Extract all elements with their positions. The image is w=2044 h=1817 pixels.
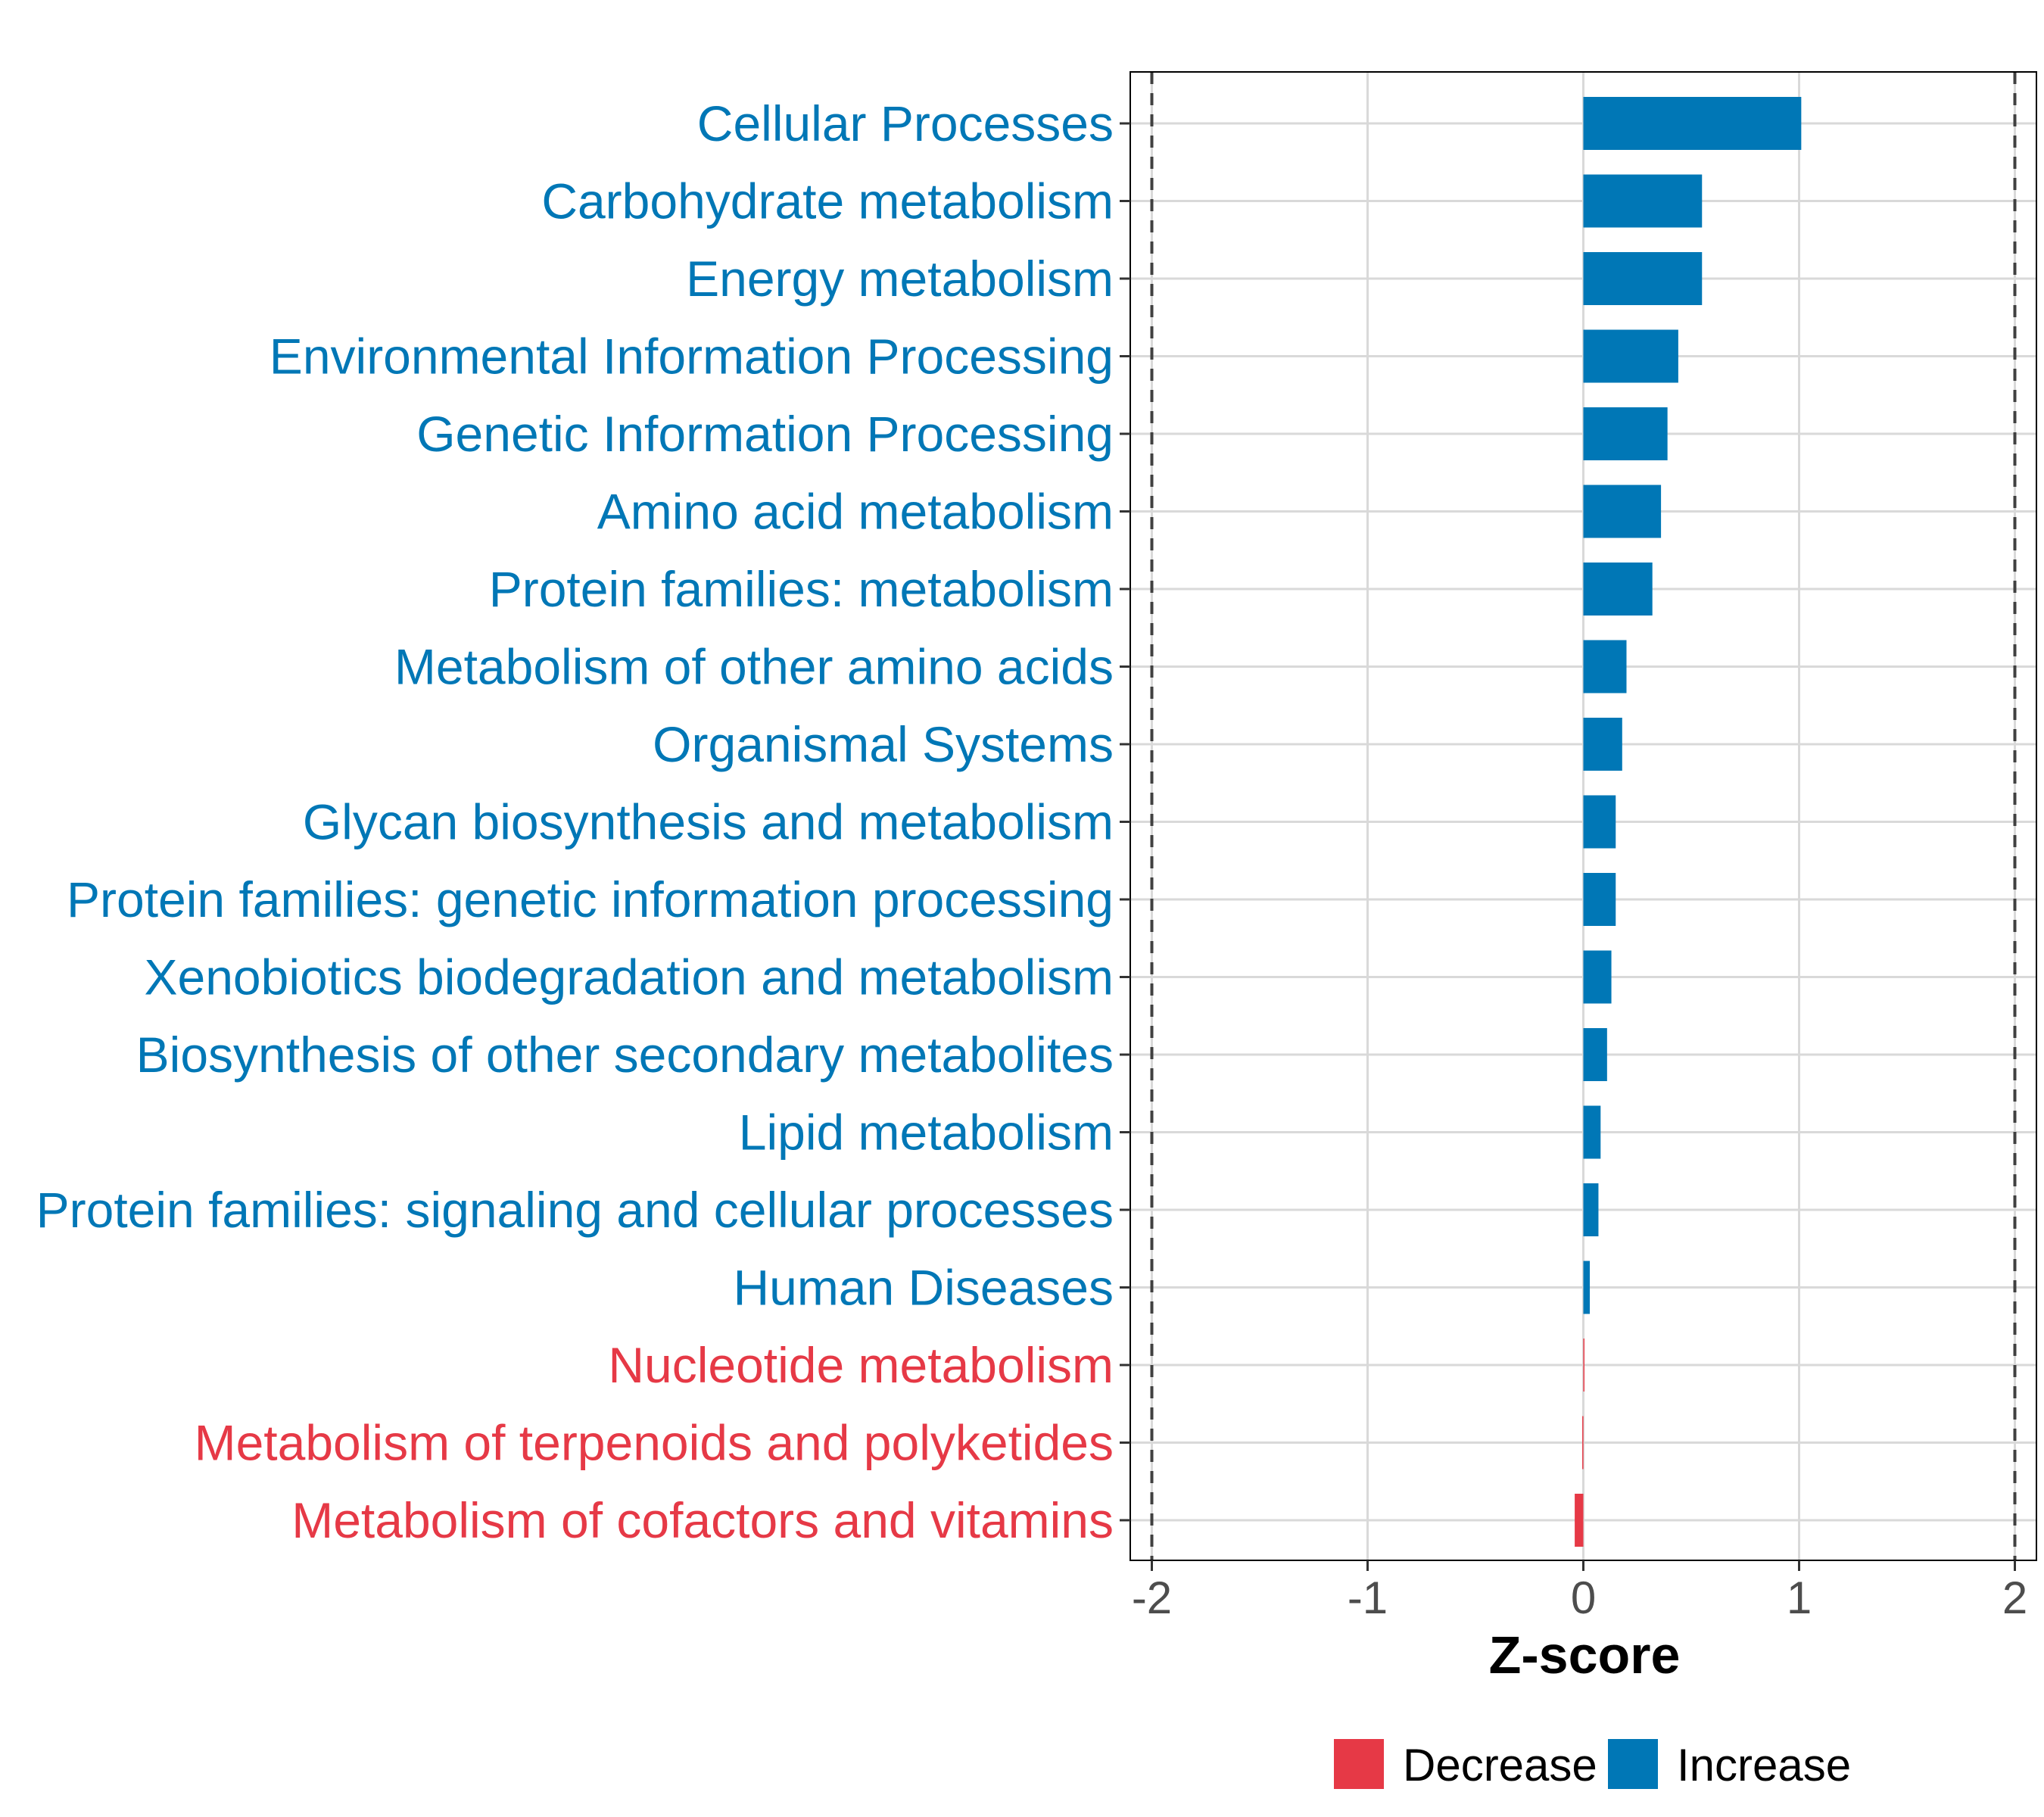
bar xyxy=(1583,563,1653,616)
bar xyxy=(1583,407,1668,460)
bar xyxy=(1583,485,1662,538)
bar xyxy=(1583,1028,1607,1081)
x-tick-label: -1 xyxy=(1348,1572,1388,1623)
category-label: Glycan biosynthesis and metabolism xyxy=(303,794,1114,850)
category-label: Xenobiotics biodegradation and metabolis… xyxy=(145,949,1114,1005)
bar xyxy=(1583,640,1627,693)
category-label: Protein families: metabolism xyxy=(489,561,1114,617)
y-axis-ticks: Cellular Processes Carbohydrate metabolis… xyxy=(36,95,1130,1548)
bar xyxy=(1582,1416,1584,1469)
category-label: Lipid metabolism xyxy=(739,1105,1114,1161)
category-label: Metabolism of cofactors and vitamins xyxy=(291,1492,1114,1548)
category-label: Nucleotide metabolism xyxy=(608,1337,1114,1393)
bar xyxy=(1583,97,1802,150)
bar xyxy=(1583,1339,1584,1392)
x-tick-label: 2 xyxy=(2002,1572,2027,1623)
legend-swatch-decrease xyxy=(1334,1739,1384,1789)
reference-lines xyxy=(1150,72,2017,1560)
bar xyxy=(1583,873,1616,926)
bar xyxy=(1583,1105,1601,1159)
x-axis-title: Z-score xyxy=(1489,1625,1681,1685)
category-label: Protein families: signaling and cellular… xyxy=(36,1182,1114,1238)
bar xyxy=(1583,329,1678,383)
category-label: Carbohydrate metabolism xyxy=(541,173,1114,229)
category-label: Human Diseases xyxy=(733,1260,1114,1316)
bars xyxy=(1575,97,1802,1547)
x-tick-label: 0 xyxy=(1571,1572,1596,1623)
category-label: Amino acid metabolism xyxy=(597,484,1114,540)
bar xyxy=(1583,795,1616,849)
bar xyxy=(1583,174,1703,228)
category-label: Energy metabolism xyxy=(686,251,1114,307)
category-label: Metabolism of terpenoids and polyketides xyxy=(195,1415,1114,1471)
category-label: Cellular Processes xyxy=(697,95,1114,151)
legend-label-increase: Increase xyxy=(1677,1740,1851,1791)
category-label: Metabolism of other amino acids xyxy=(394,639,1114,695)
legend-swatch-increase xyxy=(1608,1739,1658,1789)
x-axis-ticks: -2 -1 0 1 2 xyxy=(1132,1560,2027,1623)
bar xyxy=(1583,1261,1591,1314)
bar xyxy=(1583,1183,1599,1236)
x-tick-label: 1 xyxy=(1787,1572,1812,1623)
category-label: Protein families: genetic information pr… xyxy=(67,871,1114,927)
category-label: Environmental Information Processing xyxy=(270,329,1114,385)
bar xyxy=(1583,950,1612,1004)
bar xyxy=(1575,1494,1584,1547)
legend: Decrease Increase xyxy=(1334,1739,1851,1791)
bar xyxy=(1583,252,1703,305)
category-label: Organismal Systems xyxy=(653,716,1114,772)
x-tick-label: -2 xyxy=(1132,1572,1172,1623)
category-label: Genetic Information Processing xyxy=(416,406,1114,462)
bar xyxy=(1583,718,1622,771)
category-label: Biosynthesis of other secondary metaboli… xyxy=(136,1027,1114,1083)
legend-label-decrease: Decrease xyxy=(1403,1740,1597,1791)
